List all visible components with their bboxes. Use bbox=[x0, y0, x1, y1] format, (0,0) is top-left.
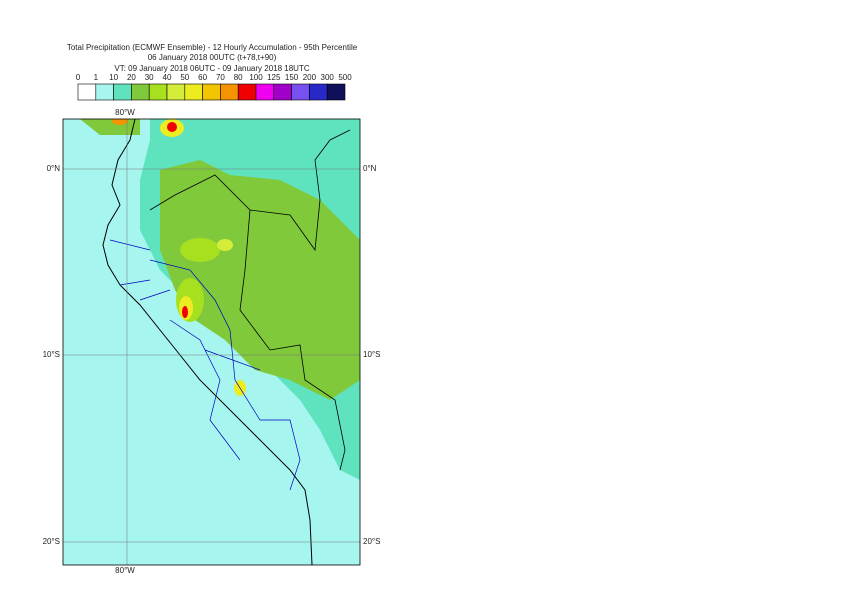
legend-swatch bbox=[77, 83, 97, 101]
legend-swatch bbox=[309, 83, 328, 101]
legend-swatch bbox=[202, 83, 221, 101]
legend-label: 70 bbox=[216, 73, 225, 82]
lon-label: 80°W bbox=[115, 108, 135, 117]
legend-swatch bbox=[237, 83, 257, 101]
legend-swatch bbox=[113, 83, 132, 101]
title-line: Total Precipitation (ECMWF Ensemble) - 1… bbox=[67, 43, 358, 52]
map-field bbox=[63, 119, 360, 565]
legend-swatch bbox=[255, 83, 275, 101]
legend-label: 300 bbox=[321, 73, 335, 82]
lon-label: 80°W bbox=[115, 566, 135, 575]
lat-label: 0°N bbox=[363, 164, 377, 173]
lat-label: 10°S bbox=[43, 350, 60, 359]
title-line: 06 January 2018 00UTC (t+78,t+90) bbox=[148, 53, 277, 62]
legend-swatch bbox=[291, 83, 310, 101]
legend-swatch bbox=[166, 83, 186, 101]
legend-swatch bbox=[326, 83, 346, 101]
legend-label: 150 bbox=[285, 73, 299, 82]
legend-swatch bbox=[95, 83, 114, 101]
map-frame bbox=[62, 118, 361, 566]
legend: 0 1 10 20 30 40 50 60 70 80 100 125 150 200 300 500 bbox=[76, 73, 352, 101]
legend-label: 500 bbox=[338, 73, 352, 82]
legend-label: 80 bbox=[234, 73, 243, 82]
legend-label: 30 bbox=[145, 73, 154, 82]
legend-label: 20 bbox=[127, 73, 136, 82]
legend-label: 40 bbox=[163, 73, 172, 82]
lat-label: 20°S bbox=[363, 537, 380, 546]
legend-label: 10 bbox=[109, 73, 118, 82]
legend-label: 1 bbox=[94, 73, 99, 82]
title-line: VT: 09 January 2018 06UTC - 09 January 2… bbox=[114, 64, 309, 73]
legend-swatch bbox=[184, 83, 203, 101]
legend-label: 125 bbox=[267, 73, 281, 82]
legend-swatch bbox=[273, 83, 292, 101]
legend-swatch bbox=[131, 83, 150, 101]
lat-label: 20°S bbox=[43, 537, 60, 546]
legend-swatch bbox=[148, 83, 168, 101]
legend-swatch bbox=[220, 83, 239, 101]
legend-label: 100 bbox=[249, 73, 263, 82]
legend-label: 0 bbox=[76, 73, 81, 82]
lat-label: 10°S bbox=[363, 350, 380, 359]
lat-label: 0°N bbox=[47, 164, 61, 173]
legend-label: 50 bbox=[180, 73, 189, 82]
legend-label: 60 bbox=[198, 73, 207, 82]
legend-label: 200 bbox=[303, 73, 317, 82]
